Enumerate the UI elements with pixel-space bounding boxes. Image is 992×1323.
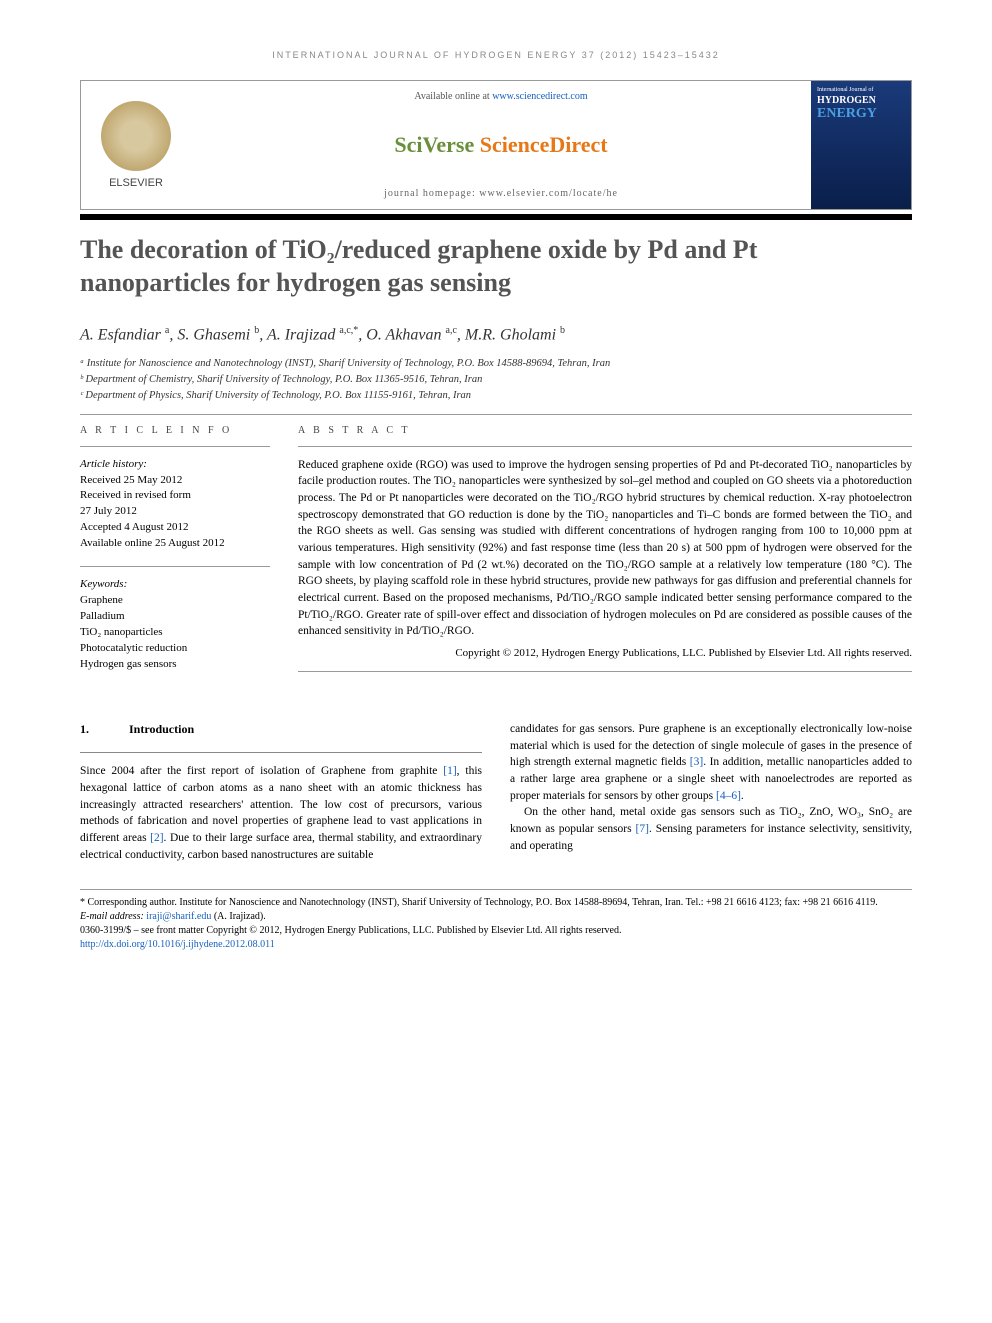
keywords-head: Keywords: — [80, 577, 270, 593]
body-columns: 1. Introduction Since 2004 after the fir… — [80, 721, 912, 863]
keywords-block: Keywords: Graphene Palladium TiO₂ nanopa… — [80, 577, 270, 673]
masthead-center: Available online at www.sciencedirect.co… — [191, 81, 811, 209]
running-head: INTERNATIONAL JOURNAL OF HYDROGEN ENERGY… — [80, 50, 912, 60]
sciencedirect-link[interactable]: www.sciencedirect.com — [492, 91, 587, 102]
keyword: Hydrogen gas sensors — [80, 657, 270, 673]
body-paragraph: candidates for gas sensors. Pure graphen… — [510, 721, 912, 804]
divider — [80, 566, 270, 567]
abstract: A B S T R A C T Reduced graphene oxide (… — [298, 425, 912, 687]
keyword: Palladium — [80, 609, 270, 625]
copyright: Copyright © 2012, Hydrogen Energy Public… — [298, 646, 912, 661]
affiliation-b: ᵇ Department of Chemistry, Sharif Univer… — [80, 372, 912, 388]
article-title: The decoration of TiO₂/reduced graphene … — [80, 234, 912, 299]
journal-cover: International Journal of HYDROGEN ENERGY — [811, 81, 911, 209]
brand-sciverse: SciVerse — [394, 132, 479, 157]
corresponding-author: * Corresponding author. Institute for Na… — [80, 896, 912, 910]
info-abstract-row: A R T I C L E I N F O Article history: R… — [80, 425, 912, 687]
sciverse-brand: SciVerse ScienceDirect — [394, 132, 607, 158]
divider — [298, 671, 912, 672]
available-text: Available online at — [414, 91, 492, 102]
masthead: ELSEVIER Available online at www.science… — [80, 80, 912, 210]
issn-line: 0360-3199/$ – see front matter Copyright… — [80, 924, 912, 938]
available-online: Available online at www.sciencedirect.co… — [414, 91, 587, 102]
keyword: Graphene — [80, 593, 270, 609]
divider — [80, 414, 912, 415]
info-label: A R T I C L E I N F O — [80, 425, 270, 436]
cover-energy: ENERGY — [817, 106, 905, 122]
cover-title: HYDROGEN — [817, 95, 905, 106]
elsevier-label: ELSEVIER — [109, 177, 163, 189]
cover-smallprint: International Journal of — [817, 87, 905, 93]
affiliations: ᵃ Institute for Nanoscience and Nanotech… — [80, 356, 912, 403]
history-line: Accepted 4 August 2012 — [80, 520, 270, 536]
affiliation-c: ᶜ Department of Physics, Sharif Universi… — [80, 388, 912, 404]
brand-sciencedirect: ScienceDirect — [480, 132, 608, 157]
abstract-text: Reduced graphene oxide (RGO) was used to… — [298, 457, 912, 640]
keyword: Photocatalytic reduction — [80, 641, 270, 657]
article-info: A R T I C L E I N F O Article history: R… — [80, 425, 270, 687]
section-title: Introduction — [129, 721, 194, 738]
body-col-right: candidates for gas sensors. Pure graphen… — [510, 721, 912, 863]
page-root: INTERNATIONAL JOURNAL OF HYDROGEN ENERGY… — [0, 0, 992, 992]
email-tail: (A. Irajizad). — [211, 911, 265, 922]
abstract-label: A B S T R A C T — [298, 425, 912, 436]
email-label: E-mail address: — [80, 911, 146, 922]
article-history: Article history: Received 25 May 2012 Re… — [80, 457, 270, 553]
body-col-left: 1. Introduction Since 2004 after the fir… — [80, 721, 482, 863]
body-paragraph: Since 2004 after the first report of iso… — [80, 763, 482, 863]
elsevier-tree-icon — [101, 101, 171, 171]
section-heading: 1. Introduction — [80, 721, 482, 753]
affiliation-a: ᵃ Institute for Nanoscience and Nanotech… — [80, 356, 912, 372]
history-head: Article history: — [80, 457, 270, 473]
history-line: 27 July 2012 — [80, 504, 270, 520]
author-list: A. Esfandiar a, S. Ghasemi b, A. Irajiza… — [80, 325, 912, 344]
divider — [298, 446, 912, 447]
history-line: Received in revised form — [80, 488, 270, 504]
body-paragraph: On the other hand, metal oxide gas senso… — [510, 804, 912, 854]
journal-homepage: journal homepage: www.elsevier.com/locat… — [384, 188, 618, 199]
email-link[interactable]: iraji@sharif.edu — [146, 911, 211, 922]
history-line: Received 25 May 2012 — [80, 473, 270, 489]
email-line: E-mail address: iraji@sharif.edu (A. Ira… — [80, 910, 912, 924]
history-line: Available online 25 August 2012 — [80, 536, 270, 552]
title-rule — [80, 214, 912, 220]
section-number: 1. — [80, 721, 89, 738]
keyword: TiO₂ nanoparticles — [80, 625, 270, 641]
publisher-cell: ELSEVIER — [81, 81, 191, 209]
doi-link[interactable]: http://dx.doi.org/10.1016/j.ijhydene.201… — [80, 939, 275, 950]
footnotes: * Corresponding author. Institute for Na… — [80, 889, 912, 952]
divider — [80, 446, 270, 447]
